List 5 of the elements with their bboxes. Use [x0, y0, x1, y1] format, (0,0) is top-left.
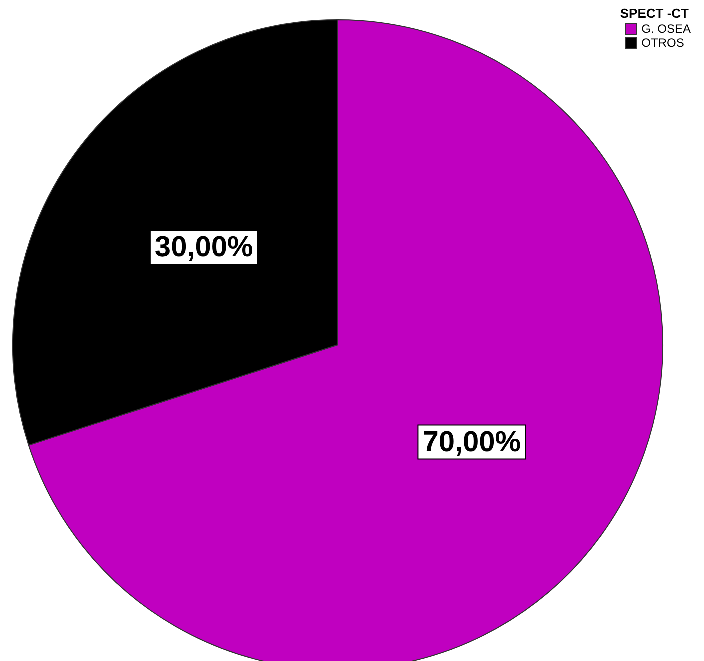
legend-title: SPECT -CT	[620, 6, 690, 21]
data-label: 30,00%	[154, 232, 254, 264]
legend-label: G. OSEA	[642, 22, 692, 36]
data-label: 70,00%	[422, 426, 522, 458]
legend-label: OTROS	[642, 36, 684, 50]
